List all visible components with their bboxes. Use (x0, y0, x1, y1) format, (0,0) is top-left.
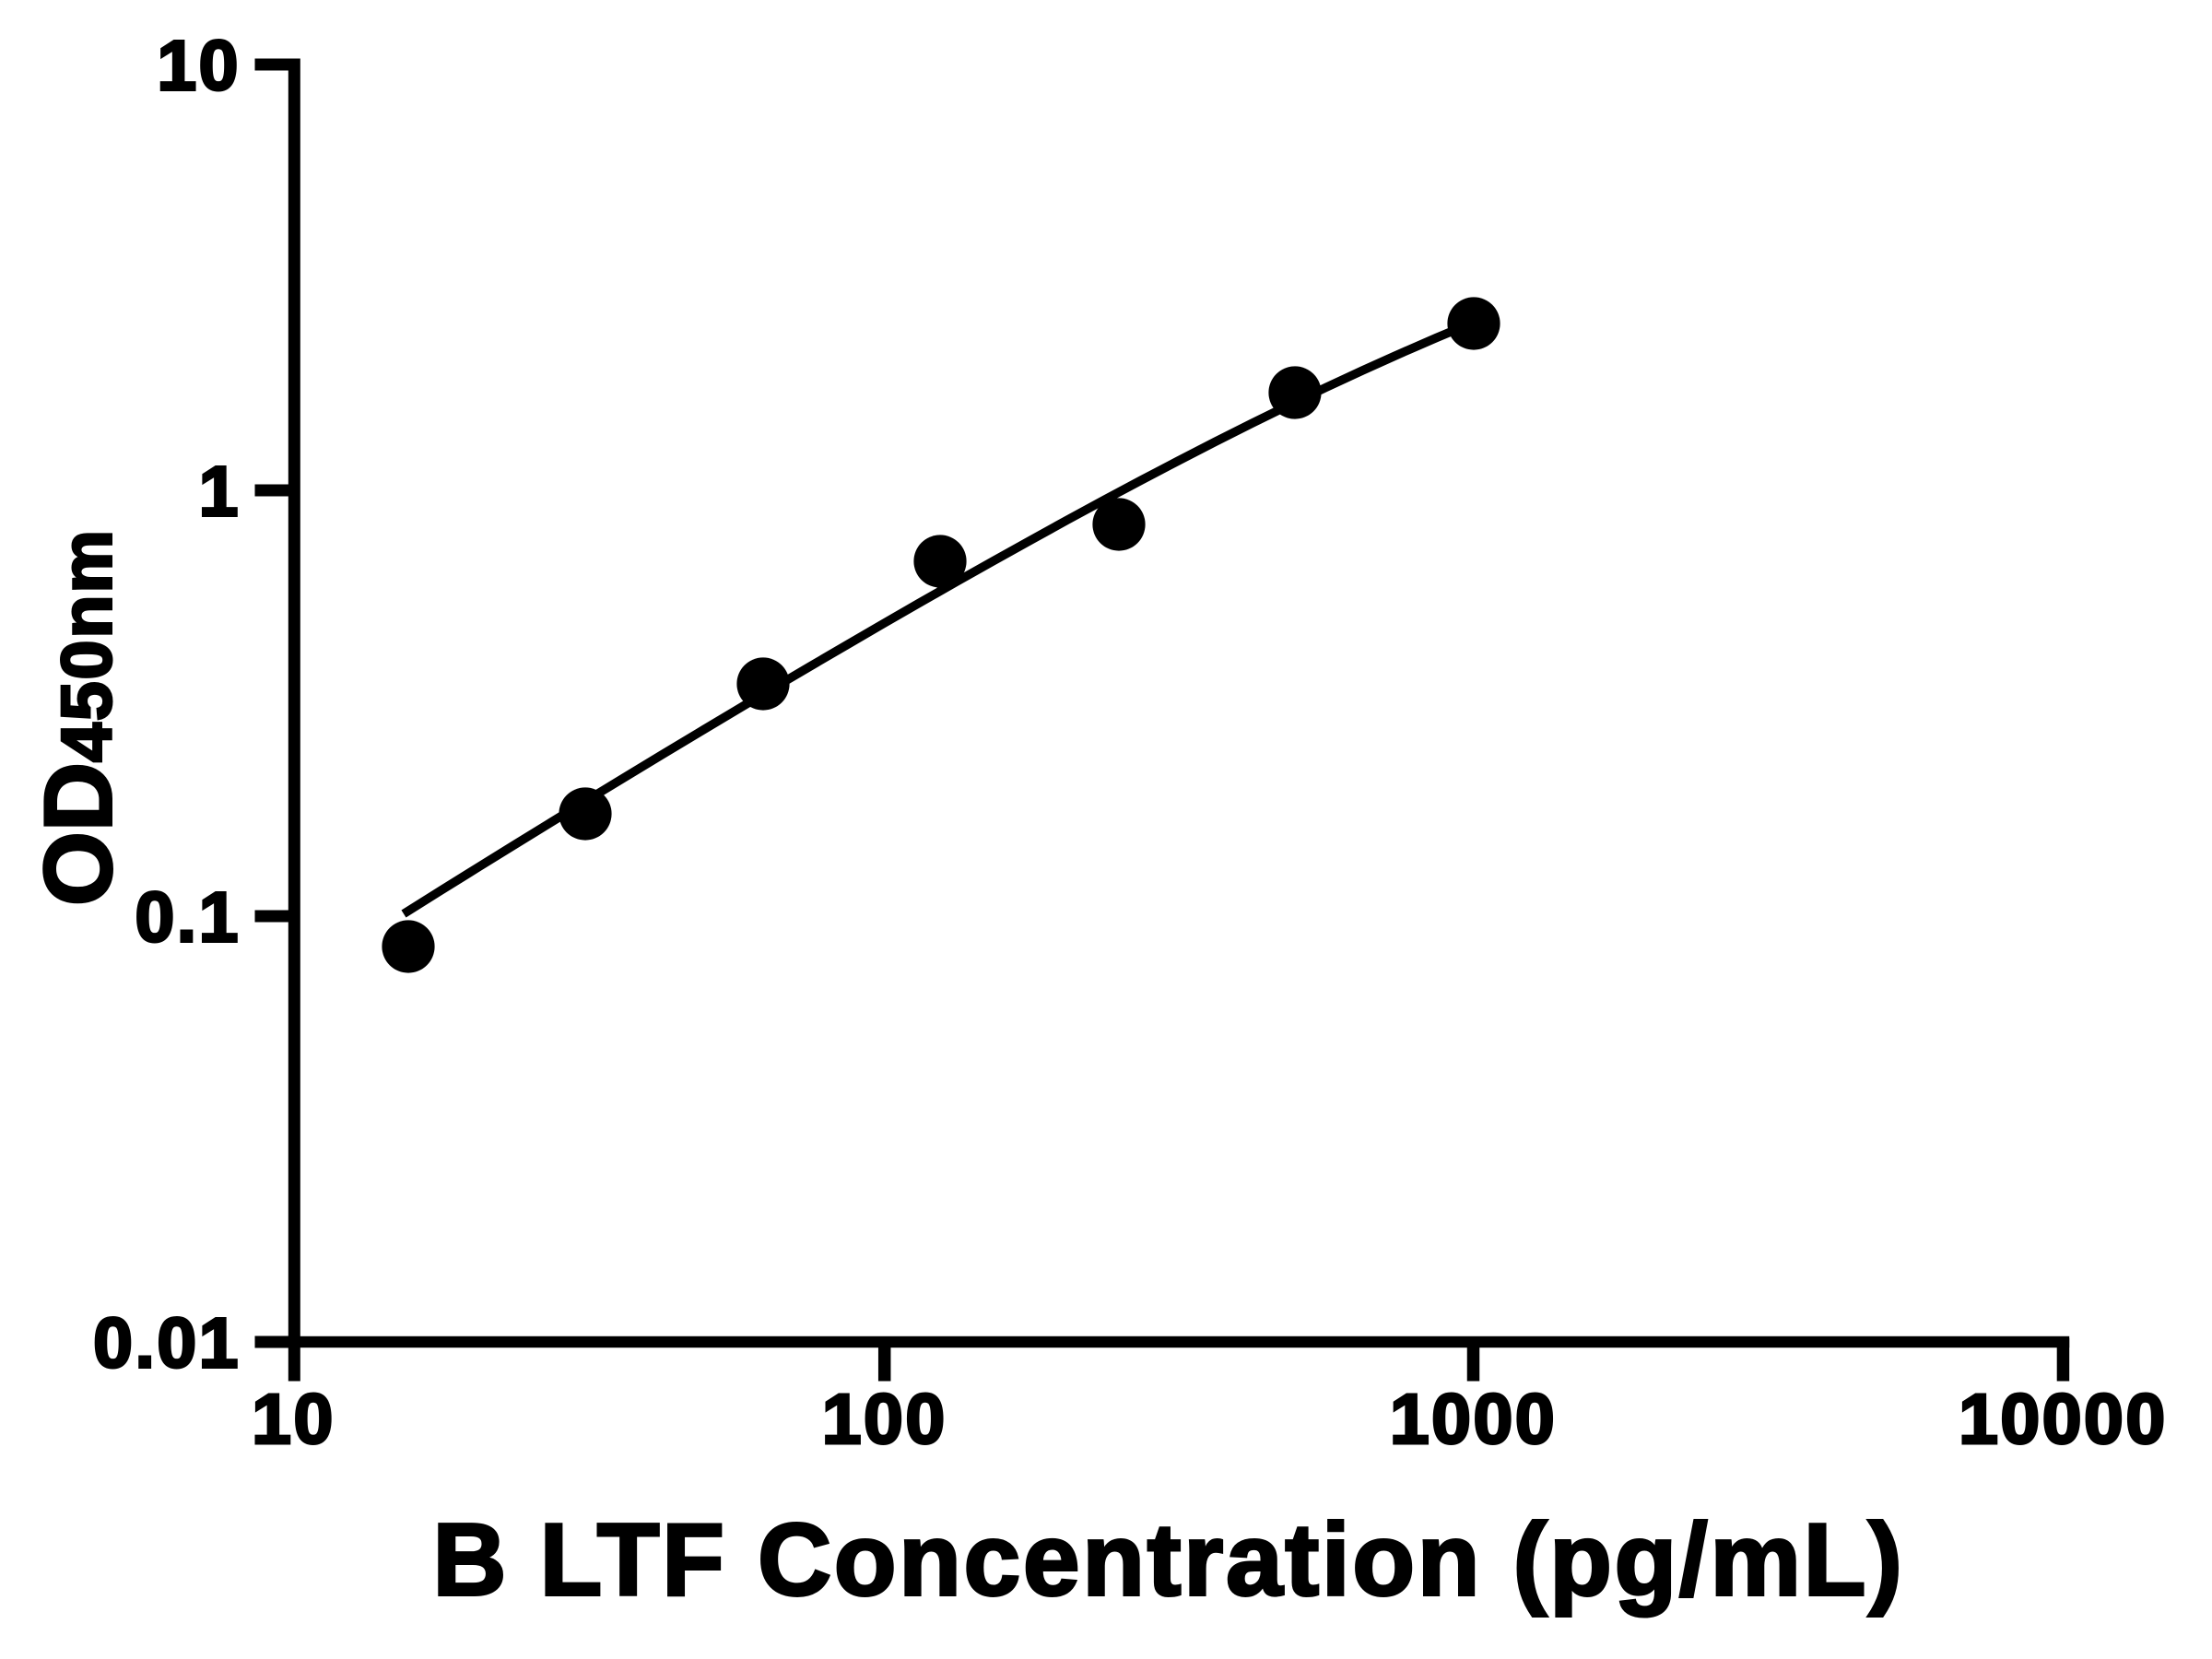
svg-text:1000: 1000 (1390, 1380, 1557, 1459)
svg-text:10000: 10000 (1959, 1380, 2168, 1459)
svg-text:10: 10 (252, 1380, 335, 1459)
svg-text:100: 100 (822, 1380, 947, 1459)
svg-text:0.1: 0.1 (135, 878, 241, 958)
svg-text:10: 10 (157, 27, 241, 106)
svg-text:0.01: 0.01 (93, 1304, 241, 1383)
svg-text:OD450nm: OD450nm (26, 528, 133, 906)
svg-text:B LTF Concentration (pg/mL): B LTF Concentration (pg/mL) (432, 1503, 1904, 1618)
svg-text:1: 1 (199, 453, 241, 532)
